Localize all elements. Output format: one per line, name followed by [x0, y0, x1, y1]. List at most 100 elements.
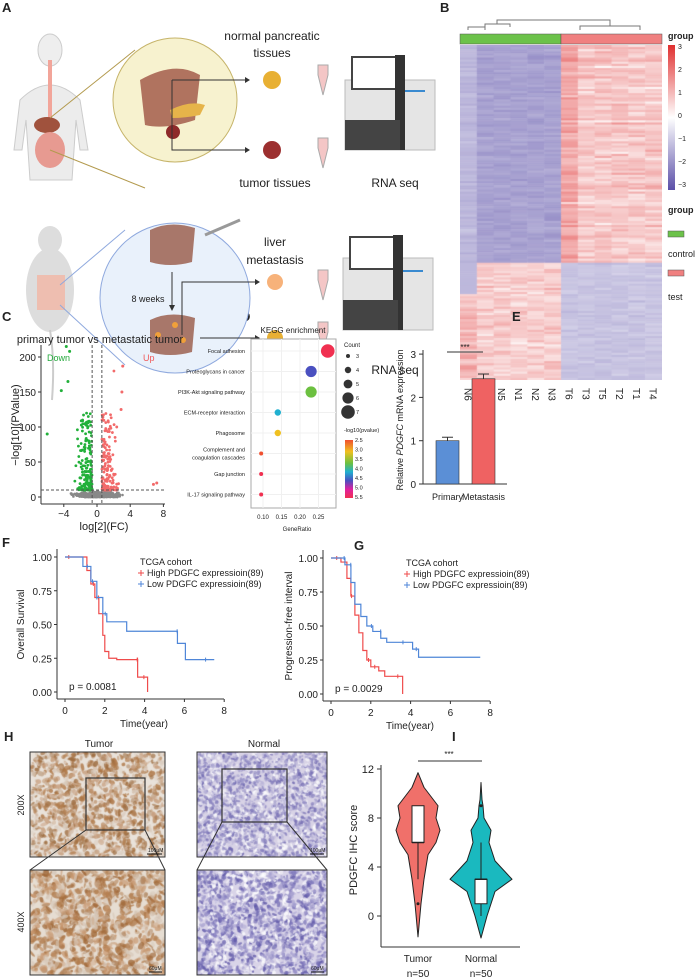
n-label: n=50: [470, 969, 493, 980]
liver-icon-bottom: [150, 314, 195, 355]
point-down: [86, 415, 90, 418]
x-tick-label: 0: [328, 708, 334, 719]
point-outlier: [155, 481, 159, 485]
pathway-dot: [305, 386, 317, 398]
point-up: [107, 455, 111, 459]
box: [411, 805, 425, 843]
point-up: [103, 451, 106, 454]
point-down: [81, 422, 85, 426]
rna-seq-label-2: RNA seq: [371, 363, 418, 377]
point-outlier: [59, 389, 63, 393]
point-up: [100, 467, 104, 471]
point-down: [79, 476, 83, 480]
colorbar-tick: 1: [678, 90, 682, 97]
n-label: n=50: [407, 969, 430, 980]
point-down: [89, 423, 93, 427]
p-value: p = 0.0029: [335, 684, 383, 695]
point-down: [86, 425, 90, 429]
point-down: [84, 432, 87, 436]
y-tick-label: 150: [19, 388, 36, 399]
point-ns: [103, 494, 107, 498]
km-legend-title: TCGA cohort: [406, 558, 459, 568]
scale-bars: 100μM 60μM 100μM 60μM: [147, 848, 325, 973]
pathway-label: Phagosome: [216, 431, 245, 437]
point-up: [108, 473, 112, 477]
point-down: [80, 467, 84, 471]
svg-text:60μM: 60μM: [311, 966, 324, 972]
tumor-tissue-label: tumor tissues: [239, 176, 310, 190]
liver-label: liver: [264, 235, 286, 249]
point-down: [83, 484, 87, 488]
point-ns: [78, 492, 81, 496]
point-up: [103, 462, 107, 465]
colorbar-tick: −1: [678, 136, 686, 143]
x-tick-label: 2: [102, 706, 108, 717]
point-down: [87, 441, 91, 445]
point-down: [89, 420, 92, 424]
x-tick-label: 0: [62, 706, 68, 717]
survival-curve: [331, 557, 481, 658]
pathway-label: coagulation cascades: [192, 456, 245, 462]
point-up: [112, 369, 116, 373]
weeks-label: 8 weeks: [131, 294, 165, 304]
point-down: [80, 459, 84, 462]
point-up: [106, 419, 110, 423]
pathway-dot: [259, 492, 264, 497]
pathway-label: PI3K-Akt signaling pathway: [178, 390, 245, 396]
point-ns: [111, 493, 114, 496]
x-tick-label: 4: [127, 509, 133, 520]
heatmap-column-label: T3: [579, 388, 590, 400]
panel-label-c: C: [2, 309, 12, 324]
point-ns: [72, 495, 75, 498]
survival-curve: [65, 556, 149, 692]
y-tick-label: 50: [25, 458, 37, 469]
control-swatch: [667, 230, 685, 238]
point-up: [109, 413, 112, 417]
point-down: [77, 444, 80, 448]
point-up: [106, 457, 110, 461]
panel-label-g: G: [354, 538, 364, 553]
point-up: [103, 446, 107, 450]
point-down: [78, 482, 82, 486]
y-axis-label: Overall Survival: [16, 589, 27, 659]
point-ns: [98, 491, 101, 494]
point-ns: [121, 493, 124, 497]
count-legend-label: 3: [356, 354, 359, 360]
tumor-icon: [166, 125, 180, 139]
point-up: [108, 435, 111, 439]
point-up: [106, 464, 110, 468]
point-down: [87, 446, 90, 450]
count-legend-label: 5: [356, 382, 359, 388]
count-legend-label: 4: [356, 368, 359, 374]
y-tick-label: 0.50: [299, 622, 319, 633]
point-up: [112, 473, 116, 476]
point-down: [83, 470, 87, 473]
point-up: [109, 469, 113, 472]
pvalue-legend-label: 4.0: [355, 467, 363, 473]
outlier-point: [416, 902, 420, 906]
count-legend-dot: [343, 379, 353, 389]
point-down: [87, 485, 91, 488]
y-tick-label: 1: [410, 437, 416, 448]
volcano-title: primary tumor vs metastatic tumor: [17, 334, 184, 346]
count-legend-dot: [342, 392, 354, 404]
volcano-ylabel: −log[10](PValue): [10, 384, 22, 465]
point-down: [87, 430, 91, 434]
dendrogram-branch: [484, 23, 511, 27]
pathway-dot: [305, 365, 317, 378]
bar-ylabel: Relative PDGFC mRNA expression: [395, 349, 405, 490]
point-ns: [80, 493, 84, 497]
y-tick-label: 8: [368, 813, 374, 825]
point-down: [85, 457, 89, 460]
count-legend-dot: [341, 405, 355, 419]
x-tick-label: 0.20: [294, 515, 306, 521]
mag-400x-label: 400X: [16, 911, 26, 932]
ihc-tumor-200x: [30, 752, 165, 857]
point-ns: [107, 491, 111, 494]
heatmap-column-label: N6: [461, 388, 472, 401]
dendrogram-branch: [467, 26, 486, 30]
point-up: [106, 452, 110, 455]
dendrogram-branch: [579, 25, 641, 30]
pathway-label: Complement and: [203, 448, 245, 454]
human-body-illustration: [13, 33, 89, 181]
